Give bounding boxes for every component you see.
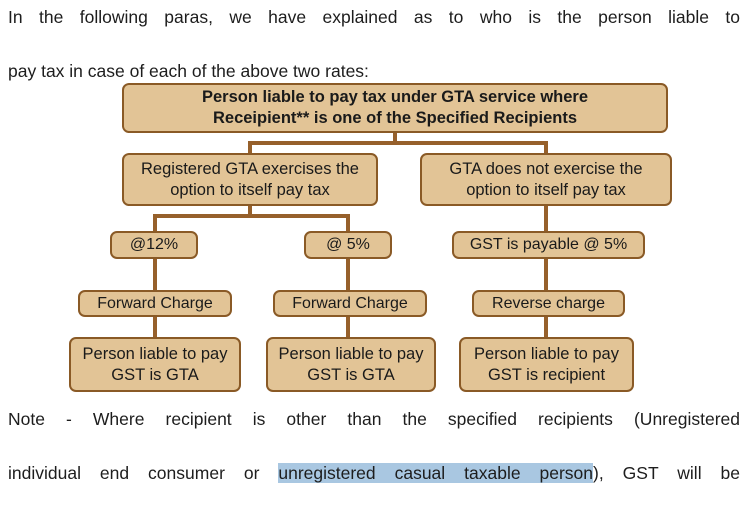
flow-node-reverse-charge: Reverse charge	[472, 290, 625, 317]
flow-node-liable-recipient: Person liable to pay GST is recipient	[459, 337, 634, 392]
connector-col3-mid	[544, 258, 548, 292]
text-segment: Note - Where recipient is other than the…	[8, 409, 740, 429]
text-line: pay tax in case of each of the above two…	[8, 58, 740, 85]
connector-drop-rate5	[346, 214, 350, 233]
flow-node-gta-not-exercise: GTA does not exercise the option to itse…	[420, 153, 672, 206]
flow-node-rate-5: @ 5%	[304, 231, 392, 259]
highlighted-text: unregistered casual taxable person	[278, 463, 594, 483]
flow-node-liable-gta-2: Person liable to pay GST is GTA	[266, 337, 436, 392]
connector-left-bracket	[153, 214, 350, 218]
connector-drop-branch-right	[544, 141, 548, 155]
flow-node-registered-gta: Registered GTA exercises the option to i…	[122, 153, 378, 206]
connector-col2-mid	[346, 258, 350, 292]
flow-node-forward-charge-1: Forward Charge	[78, 290, 232, 317]
text-segment: ), GST will be	[593, 463, 740, 483]
flow-node-forward-charge-2: Forward Charge	[273, 290, 427, 317]
connector-top-bracket	[248, 141, 548, 145]
text-segment: pay tax in case of each of the above two…	[8, 61, 369, 81]
text-line: Note - Where recipient is other than the…	[8, 406, 740, 460]
connector-root-stub	[393, 133, 397, 143]
connector-left-branch-stub	[248, 206, 252, 216]
connector-col2-low	[346, 316, 350, 339]
connector-col1-low	[153, 316, 157, 339]
connector-drop-rate12	[153, 214, 157, 233]
flow-node-gst-payable-5: GST is payable @ 5%	[452, 231, 645, 259]
text-line: In the following paras, we have explaine…	[8, 4, 740, 58]
intro-paragraph: In the following paras, we have explaine…	[8, 4, 740, 85]
connector-right-branch	[544, 206, 548, 233]
flow-node-liable-gta-1: Person liable to pay GST is GTA	[69, 337, 241, 392]
flow-node-rate-12: @12%	[110, 231, 198, 259]
connector-col1-mid	[153, 258, 157, 292]
flow-node-root: Person liable to pay tax under GTA servi…	[122, 83, 668, 133]
text-segment: In the following paras, we have explaine…	[8, 7, 740, 27]
text-line: individual end consumer or unregistered …	[8, 460, 740, 511]
connector-drop-branch-left	[248, 141, 252, 155]
connector-col3-low	[544, 316, 548, 339]
note-paragraph: Note - Where recipient is other than the…	[8, 406, 740, 511]
text-segment: individual end consumer or	[8, 463, 279, 483]
